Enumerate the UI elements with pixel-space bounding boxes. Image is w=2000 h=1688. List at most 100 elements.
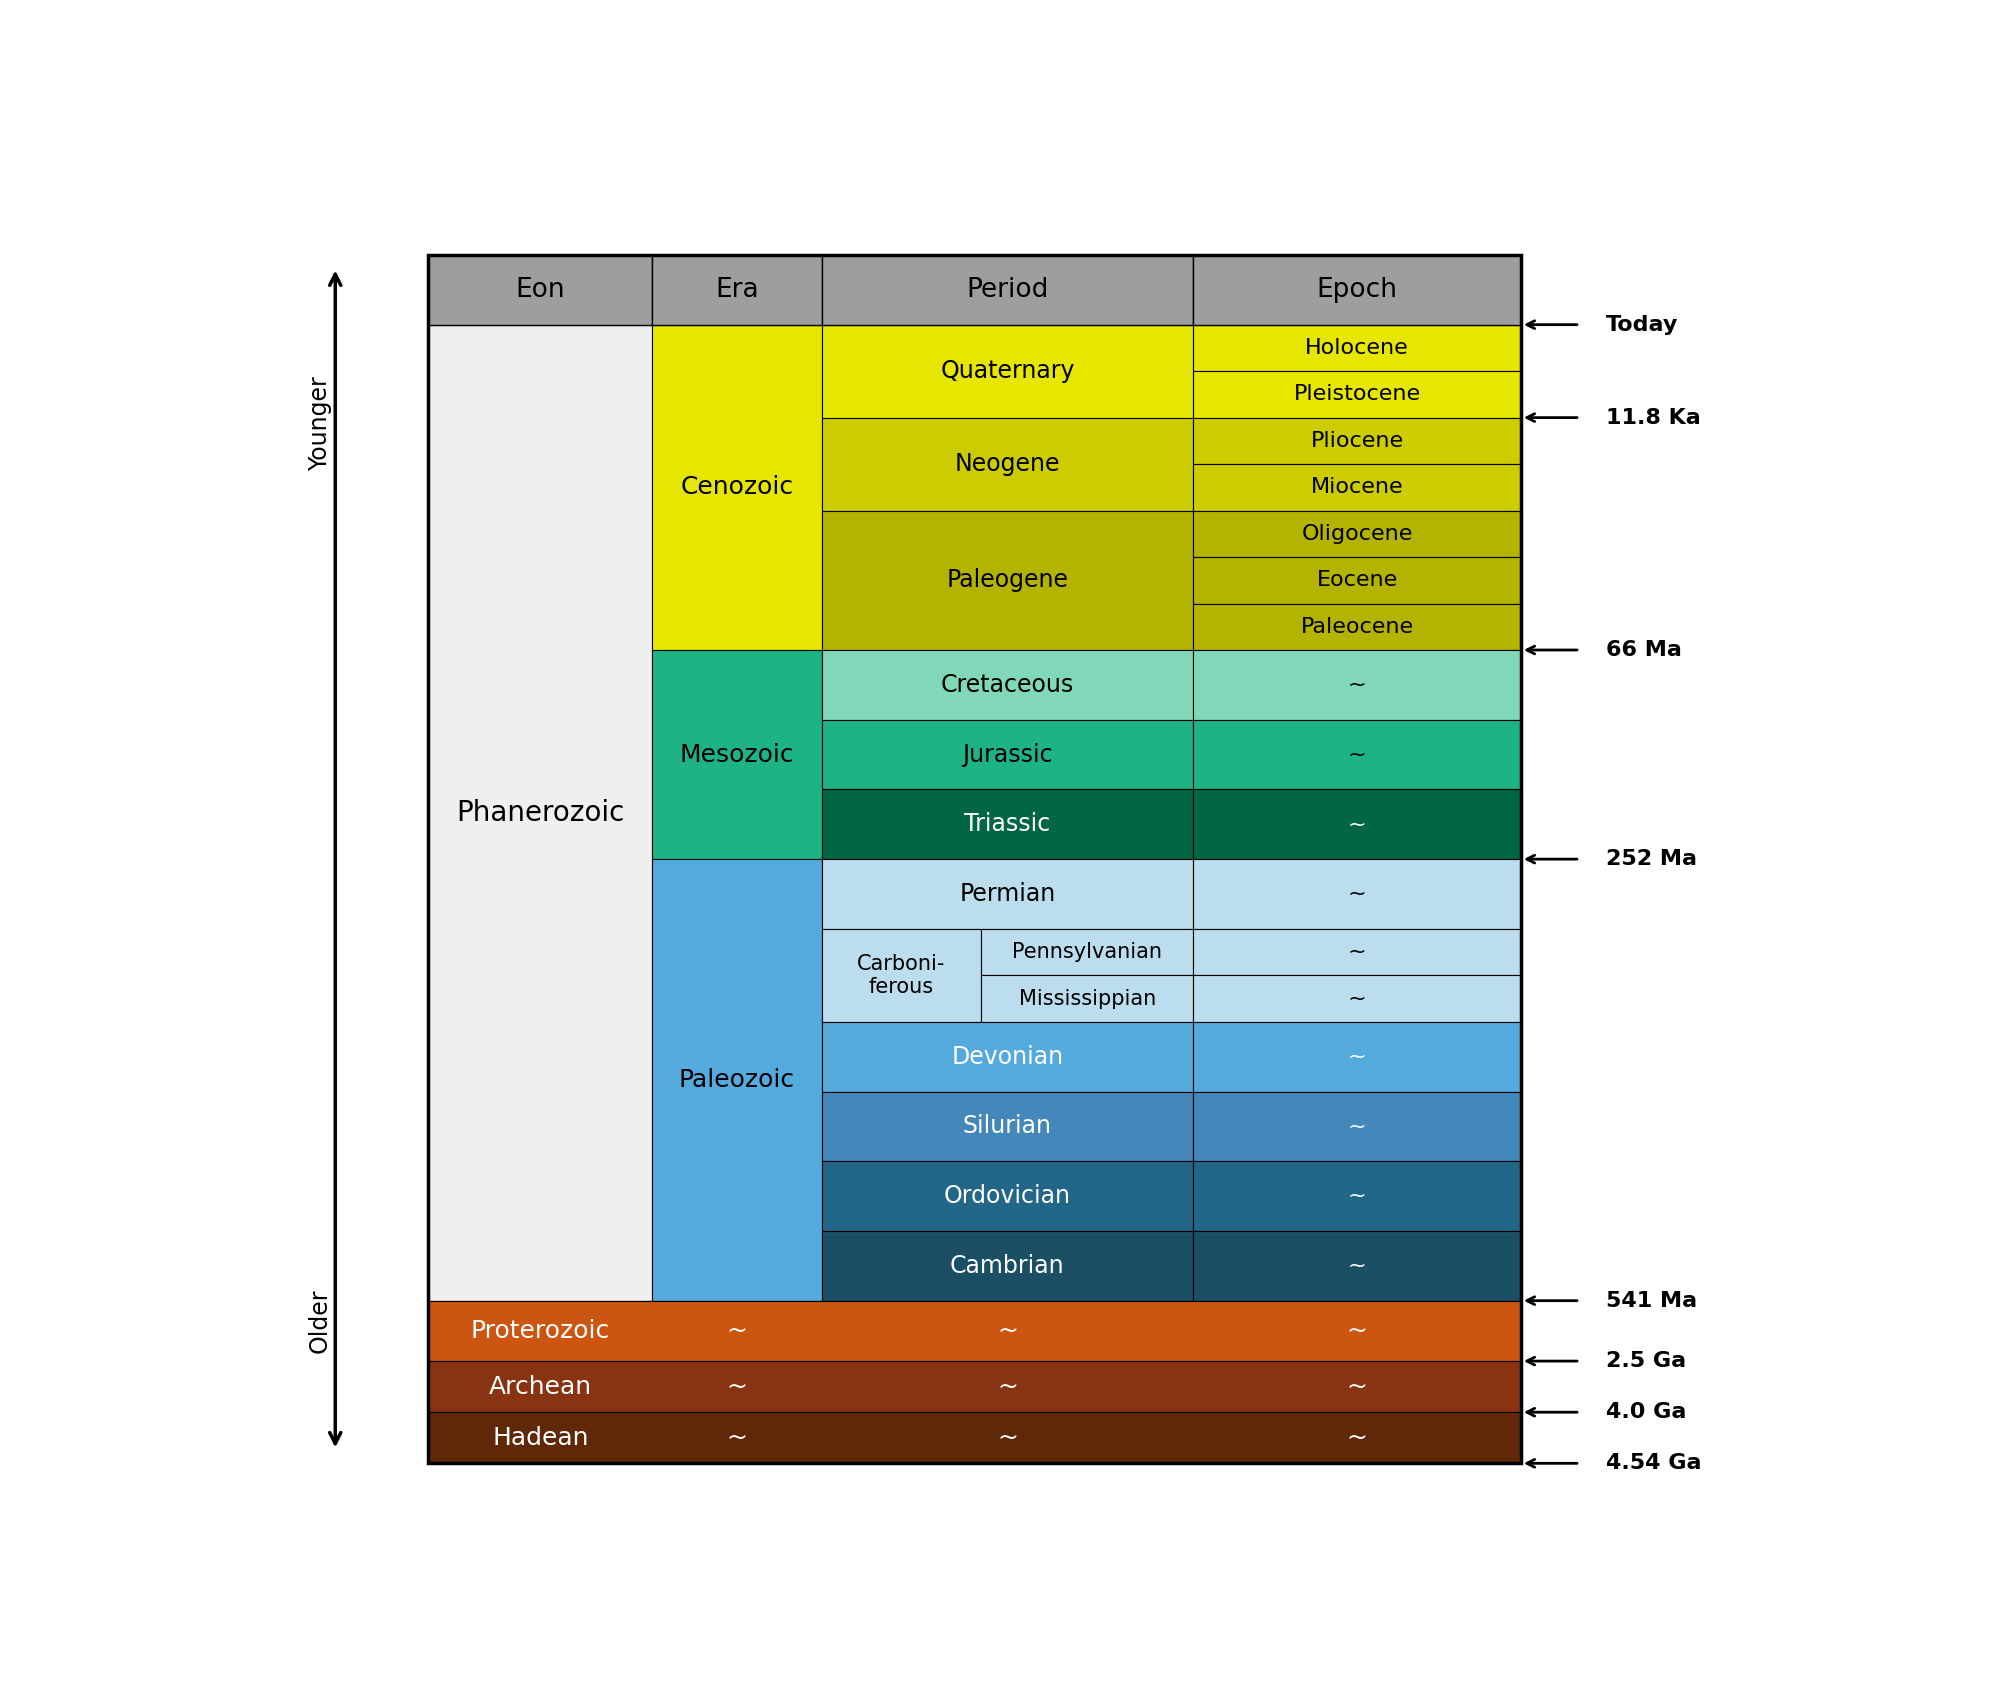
Bar [428, 1301, 1522, 1361]
Text: 4.54 Ga: 4.54 Ga [1606, 1453, 1702, 1474]
Text: Proterozoic: Proterozoic [464, 1317, 618, 1345]
Text: ~: ~ [726, 1318, 748, 1344]
Bar [1194, 371, 1522, 417]
Text: Archean: Archean [488, 1374, 592, 1399]
Text: Period: Period [966, 277, 1048, 302]
Bar [652, 1301, 822, 1463]
Bar [1194, 859, 1522, 928]
Bar [428, 1413, 1522, 1463]
Text: Hadean: Hadean [486, 1423, 594, 1452]
Text: Cenozoic: Cenozoic [680, 476, 794, 500]
Text: ~: ~ [1346, 1318, 1368, 1344]
Text: ~: ~ [1348, 1187, 1366, 1207]
Text: ~: ~ [1348, 1116, 1366, 1136]
Text: ~: ~ [726, 1426, 748, 1450]
Text: ~: ~ [996, 1318, 1018, 1344]
Text: Hadean: Hadean [492, 1426, 588, 1450]
Text: Cretaceous: Cretaceous [940, 674, 1074, 697]
Text: Older: Older [308, 1288, 332, 1352]
Bar [1194, 928, 1522, 976]
Bar [1194, 976, 1522, 1021]
Text: Permian: Permian [960, 883, 1056, 906]
Text: Pennsylvanian: Pennsylvanian [1012, 942, 1162, 962]
Text: Cambrian: Cambrian [950, 1254, 1064, 1278]
Text: Miocene: Miocene [1310, 478, 1404, 498]
Text: ~: ~ [1348, 1047, 1366, 1067]
Bar [822, 255, 1194, 324]
Text: ~: ~ [1348, 1322, 1366, 1340]
Text: Paleogene: Paleogene [946, 569, 1068, 592]
Text: ~: ~ [1346, 1374, 1368, 1399]
Text: Pleistocene: Pleistocene [1294, 385, 1420, 405]
Text: ~: ~ [998, 1371, 1018, 1394]
Text: Eocene: Eocene [1316, 571, 1398, 591]
Text: 541 Ma: 541 Ma [1606, 1291, 1698, 1310]
Text: ~: ~ [996, 1426, 1018, 1450]
Bar [1194, 417, 1522, 464]
Bar [1194, 790, 1522, 859]
Text: Eon: Eon [516, 277, 566, 302]
Bar [428, 1361, 1522, 1413]
Bar [1194, 1413, 1522, 1463]
Text: 4.0 Ga: 4.0 Ga [1606, 1403, 1686, 1423]
Bar [822, 1021, 1194, 1092]
Text: ~: ~ [1348, 814, 1366, 834]
Text: Phanerozoic: Phanerozoic [456, 798, 624, 827]
Bar [1194, 324, 1522, 371]
Bar [1194, 719, 1522, 790]
Text: Carboni-
ferous: Carboni- ferous [858, 954, 946, 998]
Bar [1194, 510, 1522, 557]
Text: ~: ~ [1348, 942, 1366, 962]
Bar [1194, 1231, 1522, 1301]
Text: Pliocene: Pliocene [1310, 430, 1404, 451]
Bar [822, 1231, 1194, 1301]
Bar [822, 417, 1194, 510]
Bar [1194, 604, 1522, 650]
Bar [428, 255, 652, 324]
Text: Jurassic: Jurassic [962, 743, 1052, 766]
Bar [1194, 255, 1522, 324]
Bar [652, 324, 822, 650]
Text: ~: ~ [726, 1374, 748, 1399]
Text: Era: Era [716, 277, 758, 302]
Text: Today: Today [1606, 314, 1678, 334]
Text: ~: ~ [1348, 744, 1366, 765]
Text: Proterozoic: Proterozoic [470, 1318, 610, 1344]
Bar [1194, 464, 1522, 510]
Text: Ordovician: Ordovician [944, 1183, 1070, 1209]
Bar [822, 1092, 1194, 1161]
Bar [822, 1161, 1194, 1231]
Bar [982, 976, 1194, 1021]
Bar [652, 650, 822, 859]
Text: ~: ~ [1348, 885, 1366, 905]
Text: Oligocene: Oligocene [1302, 523, 1412, 544]
Bar [428, 1301, 652, 1361]
Text: 2.5 Ga: 2.5 Ga [1606, 1350, 1686, 1371]
Bar [428, 1361, 652, 1413]
Text: ~: ~ [1346, 1426, 1368, 1450]
Text: ~: ~ [1348, 1256, 1366, 1276]
Text: Paleozoic: Paleozoic [678, 1069, 796, 1092]
Bar [1194, 650, 1522, 719]
Text: ~: ~ [1348, 989, 1366, 1008]
Text: Younger: Younger [308, 376, 332, 471]
Text: ~: ~ [1348, 1377, 1366, 1396]
Text: 66 Ma: 66 Ma [1606, 640, 1682, 660]
Bar [652, 859, 822, 1301]
Text: Mississippian: Mississippian [1018, 989, 1156, 1008]
Text: Mesozoic: Mesozoic [680, 743, 794, 766]
Bar [1194, 1021, 1522, 1092]
Bar [428, 255, 1522, 1463]
Text: Neogene: Neogene [954, 452, 1060, 476]
Text: Silurian: Silurian [962, 1114, 1052, 1138]
Text: Epoch: Epoch [1316, 277, 1398, 302]
Text: Archean: Archean [484, 1372, 598, 1401]
Bar [822, 719, 1194, 790]
Bar [822, 650, 1194, 719]
Text: ~: ~ [996, 1374, 1018, 1399]
Bar [1194, 1092, 1522, 1161]
Text: ~: ~ [726, 1371, 748, 1394]
Text: ~: ~ [1348, 675, 1366, 695]
Bar [1194, 1301, 1522, 1361]
Bar [1194, 557, 1522, 604]
